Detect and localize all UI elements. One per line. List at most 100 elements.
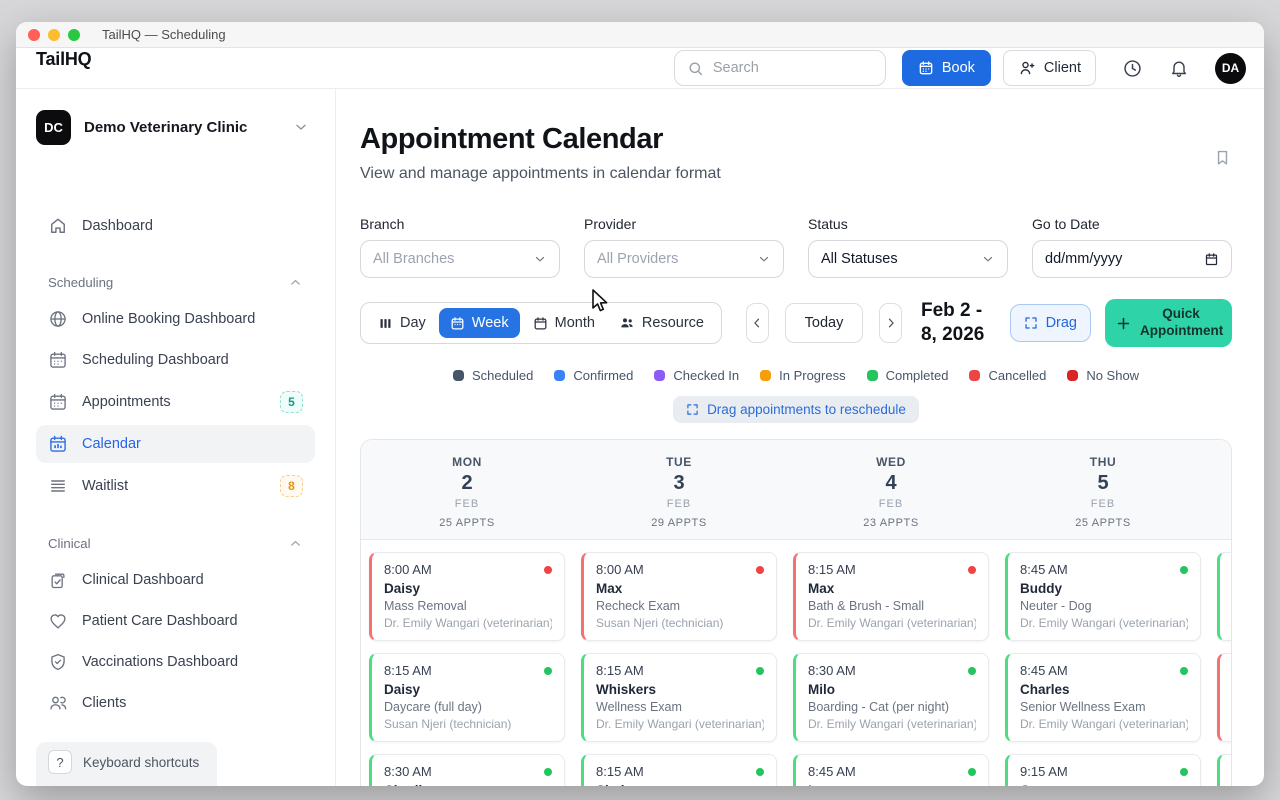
window-title: TailHQ — Scheduling [102,27,226,42]
appointment-card[interactable]: 8:15 AM Daisy Daycare (full day) Susan N… [369,653,565,742]
next-week-button[interactable] [879,303,902,343]
appointment-card[interactable]: 9: C E D [1217,653,1231,742]
client-button[interactable]: Client [1002,50,1096,86]
today-button[interactable]: Today [784,303,864,343]
provider-name: Susan Njeri (technician) [596,616,724,630]
macos-titlebar: TailHQ — Scheduling [16,22,1264,48]
provider-name: Dr. Emily Wangari (veterinarian) [596,717,764,731]
status-dot [544,767,552,776]
quick-appointment-button[interactable]: Quick Appointment [1105,299,1232,347]
sidebar-item-vaccinations-dashboard[interactable]: Vaccinations Dashboard [36,643,315,681]
filters-row: Branch All Branches Provider All Provide… [360,216,1232,278]
view-month-button[interactable]: Month [522,308,606,338]
appointment-card[interactable]: 9: R [1217,754,1231,786]
provider-name: Dr. Emily Wangari (veterinarian) [384,616,552,630]
appointment-card[interactable]: 8:00 AM Daisy Mass Removal Dr. Emily Wan… [369,552,565,641]
calendar-icon [48,434,68,454]
appointment-card[interactable]: 8:15 AM Max Bath & Brush - Small Dr. Emi… [793,552,989,641]
provider-filter-label: Provider [584,216,637,232]
notifications-button[interactable] [1169,58,1189,78]
day-appointment-count: 25 APPTS [439,517,495,529]
sidebar-item-patient-care-dashboard[interactable]: Patient Care Dashboard [36,602,315,640]
sidebar-item-online-booking-dashboard[interactable]: Online Booking Dashboard [36,300,315,338]
sidebar-item-appointments[interactable]: Appointments 5 [36,382,315,422]
status-dot [756,565,764,574]
status-dot [756,666,764,675]
calendar-day-column: 8: M R D [1209,440,1231,786]
status-dot [1180,565,1188,574]
view-day-button[interactable]: Day [367,308,437,338]
status-dot [1180,666,1188,675]
appointment-card[interactable]: 8: M R D [1217,552,1231,641]
status-filter-select[interactable]: All Statuses [808,240,1008,278]
calendar-day-column: THU 5 FEB 25 APPTS 8:45 AM [997,440,1209,786]
provider-name: Dr. Emily Wangari (veterinarian) [808,717,976,731]
sidebar-item-calendar[interactable]: Calendar [36,425,315,463]
previous-week-button[interactable] [745,303,769,343]
sidebar-item-waitlist[interactable]: Waitlist 8 [36,466,315,506]
status-dot [968,767,976,776]
day-header[interactable]: THU 5 FEB 25 APPTS [997,440,1209,540]
pet-name: Coco [1020,783,1188,786]
provider-name: Dr. Emily Wangari (veterinarian) [808,616,976,630]
appointment-card[interactable]: 8:30 AM Milo Boarding - Cat (per night) … [793,653,989,742]
zoom-window-button[interactable] [68,28,80,41]
search-input[interactable]: Search [673,50,886,86]
appointment-card[interactable]: 8:45 AM Buddy Neuter - Dog Dr. Emily Wan… [1005,552,1201,641]
appointment-card[interactable]: 8:45 AM Charles Senior Wellness Exam Dr.… [1005,653,1201,742]
status-dot [968,666,976,675]
appointment-card[interactable]: 8:45 AM Luna Sick Visit [793,754,989,786]
goto-date-label: Go to Date [1032,216,1100,232]
chevron-up-icon [288,536,303,551]
user-avatar[interactable]: DA [1215,52,1246,84]
service-name: Neuter - Dog [1020,599,1092,613]
legend-item: Checked In [654,368,739,383]
book-button[interactable]: Book [901,50,991,86]
view-week-button[interactable]: Week [438,308,520,338]
day-header[interactable]: WED 4 FEB 23 APPTS [785,440,997,540]
day-appointments: 8: M R D [1209,540,1231,786]
appointment-card[interactable]: 8:15 AM Simba Boarding - Dog (per night) [581,754,777,786]
app-window: TailHQ — Scheduling TailHQ Search Book [16,22,1264,786]
pet-name: Max [808,581,835,596]
pet-name: Whiskers [596,682,657,697]
minimize-window-button[interactable] [48,28,60,41]
sidebar-item-clients[interactable]: Clients [36,684,315,722]
org-switcher[interactable]: DC Demo Veterinary Clinic [36,103,315,151]
history-clock-button[interactable] [1122,58,1143,79]
drag-mode-button[interactable]: Drag [1009,304,1091,342]
page-title: Appointment Calendar [360,123,663,155]
bookmark-page-button[interactable] [1213,148,1232,167]
pet-name: Max [596,581,623,596]
sidebar-item-dashboard[interactable]: Dashboard [36,207,315,245]
status-dot [969,370,981,381]
branch-filter-select[interactable]: All Branches [360,240,560,278]
service-name: Daycare (full day) [384,700,482,714]
bookmark-icon [1213,148,1232,167]
section-scheduling[interactable]: Scheduling [48,275,303,290]
goto-date-input[interactable]: dd/mm/yyyy [1032,240,1232,278]
provider-filter-select[interactable]: All Providers [584,240,784,278]
day-header[interactable]: TUE 3 FEB 29 APPTS [573,440,785,540]
app-logo: TailHQ [36,49,92,69]
legend-item: Cancelled [969,368,1046,383]
page-subtitle: View and manage appointments in calendar… [360,165,721,182]
appointment-card[interactable]: 8:15 AM Whiskers Wellness Exam Dr. Emily… [581,653,777,742]
day-header[interactable]: MON 2 FEB 25 APPTS [361,440,573,540]
pet-name: Charles [1020,682,1070,697]
service-name: Recheck Exam [596,599,681,613]
appointment-card[interactable]: 8:30 AM Charlie Wellness Exam [369,754,565,786]
appointment-card[interactable]: 9:15 AM Coco Dental Cleaning [1005,754,1201,786]
sidebar-item-scheduling-dashboard[interactable]: Scheduling Dashboard [36,341,315,379]
day-header[interactable] [1209,440,1231,540]
keyboard-shortcuts-button[interactable]: ? Keyboard shortcuts [36,742,218,786]
appointment-card[interactable]: 8:00 AM Max Recheck Exam Susan Njeri (te… [581,552,777,641]
view-resource-button[interactable]: Resource [608,308,715,338]
close-window-button[interactable] [28,28,40,41]
sidebar-item-clinical-dashboard[interactable]: Clinical Dashboard [36,561,315,599]
date-picker-icon[interactable] [1204,252,1219,267]
plus-icon [1115,315,1132,332]
status-dot [760,370,772,381]
service-name: Wellness Exam [596,700,682,714]
section-clinical[interactable]: Clinical [48,536,303,551]
